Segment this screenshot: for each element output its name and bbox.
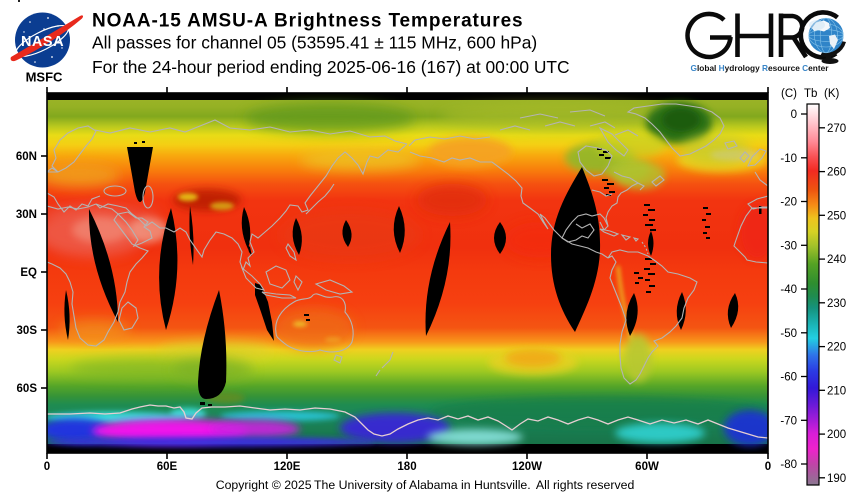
svg-text:0: 0 xyxy=(44,461,50,473)
svg-text:220: 220 xyxy=(827,342,846,354)
svg-text:NASA: NASA xyxy=(21,34,64,50)
svg-text:NOAA-15 AMSU-A Brightness Temp: NOAA-15 AMSU-A Brightness Temperatures xyxy=(92,11,524,32)
svg-text:-80: -80 xyxy=(780,459,797,471)
svg-text:210: 210 xyxy=(827,385,846,397)
svg-text:0: 0 xyxy=(765,461,771,473)
svg-text:-10: -10 xyxy=(780,153,797,165)
svg-text:60S: 60S xyxy=(17,383,38,395)
svg-text:For the 24-hour period ending: For the 24-hour period ending 2025-06-16… xyxy=(92,57,570,77)
svg-text:-30: -30 xyxy=(780,240,797,252)
svg-text:-50: -50 xyxy=(780,328,797,340)
svg-text:(C): (C) xyxy=(781,88,797,100)
svg-text:250: 250 xyxy=(827,210,846,222)
svg-text:120W: 120W xyxy=(512,461,542,473)
svg-text:(K): (K) xyxy=(824,88,840,100)
svg-text:60E: 60E xyxy=(157,461,178,473)
svg-text:-20: -20 xyxy=(780,197,797,209)
svg-text:200: 200 xyxy=(827,429,846,441)
svg-text:270: 270 xyxy=(827,123,846,135)
svg-text:190: 190 xyxy=(827,473,846,485)
svg-text:-40: -40 xyxy=(780,284,797,296)
svg-text:240: 240 xyxy=(827,254,846,266)
svg-text:60N: 60N xyxy=(16,151,37,163)
svg-text:30S: 30S xyxy=(17,325,38,337)
svg-text:120E: 120E xyxy=(274,461,301,473)
svg-text:260: 260 xyxy=(827,167,846,179)
svg-text:-60: -60 xyxy=(780,372,797,384)
svg-text:Tb: Tb xyxy=(804,88,817,100)
svg-text:0: 0 xyxy=(791,109,797,121)
svg-text:-70: -70 xyxy=(780,415,797,427)
svg-text:Global Hydrology Resource Cent: Global Hydrology Resource Center xyxy=(691,63,830,73)
svg-text:180: 180 xyxy=(397,461,416,473)
svg-text:All passes for channel 05 (535: All passes for channel 05 (53595.41 ± 11… xyxy=(92,33,537,53)
svg-text:Copyright © 2025 The Universit: Copyright © 2025 The University of Alaba… xyxy=(216,478,635,492)
svg-text:60W: 60W xyxy=(635,461,659,473)
svg-text:30N: 30N xyxy=(16,209,37,221)
svg-text:EQ: EQ xyxy=(20,267,37,279)
svg-text:MSFC: MSFC xyxy=(26,70,63,85)
svg-text:230: 230 xyxy=(827,298,846,310)
